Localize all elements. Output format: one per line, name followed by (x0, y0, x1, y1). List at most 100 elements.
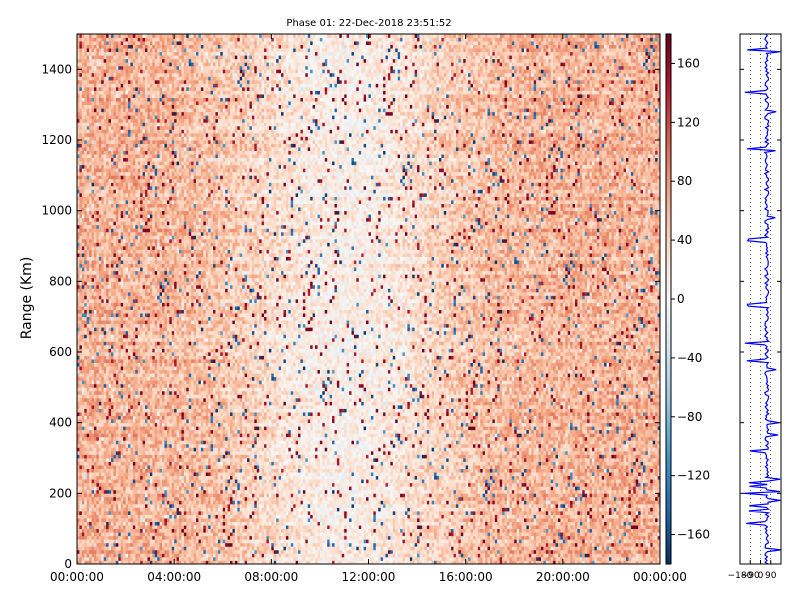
heatmap-cell (106, 118, 109, 123)
heatmap-cell (77, 489, 80, 494)
heatmap-cell (91, 291, 95, 296)
heatmap-cell (149, 295, 153, 300)
heatmap-cell (132, 69, 136, 74)
heatmap-cell (94, 235, 97, 240)
heatmap-cell (130, 380, 134, 385)
heatmap-cell (142, 306, 146, 310)
heatmap-cell (113, 72, 117, 77)
heatmap-cell (125, 500, 129, 505)
heatmap-cell (154, 175, 158, 180)
heatmap-cell (94, 284, 97, 289)
heatmap-cell (103, 238, 107, 243)
heatmap-cell (98, 164, 102, 169)
heatmap-cell (145, 256, 148, 261)
heatmap-cell (152, 125, 156, 130)
heatmap-cell (94, 143, 97, 148)
heatmap-cell (157, 422, 160, 427)
heatmap-cell (120, 125, 124, 130)
heatmap-cell (123, 178, 126, 183)
heatmap-cell (81, 394, 85, 399)
heatmap-cell (108, 546, 112, 551)
heatmap-cell (132, 454, 136, 459)
heatmap-cell (79, 154, 83, 159)
heatmap-cell (108, 51, 112, 56)
heatmap-cell (86, 111, 90, 116)
heatmap-cell (79, 182, 83, 187)
heatmap-cell (125, 330, 129, 335)
heatmap-cell (147, 111, 151, 116)
heatmap-cell (152, 224, 156, 229)
heatmap-cell (137, 90, 141, 95)
heatmap-cell (77, 521, 80, 526)
heatmap-cell (89, 493, 92, 498)
heatmap-cell (113, 472, 117, 477)
heatmap-cell (123, 302, 126, 307)
heatmap-cell (149, 390, 153, 395)
heatmap-cell (132, 76, 136, 81)
heatmap-cell (79, 228, 83, 233)
heatmap-cell (130, 256, 134, 261)
heatmap-cell (94, 221, 97, 226)
heatmap-cell (132, 291, 136, 296)
heatmap-cell (84, 267, 88, 272)
heatmap-cell (132, 235, 136, 240)
heatmap-cell (128, 253, 131, 257)
heatmap-cell (111, 330, 114, 335)
heatmap-cell (103, 87, 107, 91)
heatmap-cell (111, 337, 114, 342)
heatmap-cell (118, 514, 122, 519)
heatmap-cell (111, 55, 114, 60)
heatmap-cell (103, 503, 107, 508)
heatmap-cell (91, 542, 95, 547)
heatmap-cell (111, 408, 114, 413)
heatmap-cell (142, 104, 146, 109)
heatmap-cell (98, 302, 102, 307)
heatmap-cell (145, 394, 148, 399)
heatmap-cell (125, 154, 129, 159)
heatmap-cell (101, 51, 105, 56)
heatmap-cell (130, 284, 134, 289)
heatmap-cell (77, 472, 80, 477)
heatmap-cell (86, 193, 90, 197)
heatmap-cell (113, 37, 117, 42)
heatmap-cell (149, 443, 153, 448)
heatmap-cell (89, 193, 92, 197)
heatmap-cell (118, 479, 122, 484)
heatmap-cell (120, 405, 124, 409)
heatmap-cell (81, 207, 85, 212)
heatmap-cell (130, 164, 134, 169)
heatmap-cell (111, 355, 114, 360)
heatmap-cell (115, 256, 119, 261)
heatmap-cell (111, 37, 114, 42)
heatmap-cell (77, 72, 80, 77)
heatmap-cell (149, 380, 153, 385)
heatmap-cell (147, 143, 151, 148)
heatmap-cell (128, 270, 131, 275)
heatmap-cell (149, 72, 153, 77)
heatmap-cell (149, 281, 153, 286)
heatmap-cell (152, 496, 156, 501)
heatmap-cell (140, 125, 143, 130)
heatmap-cell (154, 94, 158, 98)
heatmap-cell (113, 352, 117, 356)
heatmap-cell (125, 157, 129, 162)
heatmap-cell (86, 468, 90, 473)
heatmap-cell (81, 203, 85, 208)
heatmap-cell (77, 55, 80, 60)
heatmap-cell (135, 514, 139, 519)
heatmap-cell (84, 65, 88, 70)
heatmap-cell (157, 412, 160, 416)
heatmap-cell (120, 235, 124, 240)
heatmap-cell (84, 507, 88, 512)
heatmap-cell (135, 525, 139, 530)
heatmap-cell (135, 171, 139, 176)
heatmap-cell (84, 118, 88, 123)
heatmap-cell (84, 306, 88, 310)
heatmap-cell (142, 48, 146, 53)
heatmap-cell (98, 270, 102, 275)
heatmap-cell (120, 376, 124, 381)
heatmap-cell (128, 224, 131, 229)
heatmap-cell (157, 493, 160, 498)
heatmap-cell (94, 214, 97, 219)
heatmap-cell (135, 274, 139, 279)
